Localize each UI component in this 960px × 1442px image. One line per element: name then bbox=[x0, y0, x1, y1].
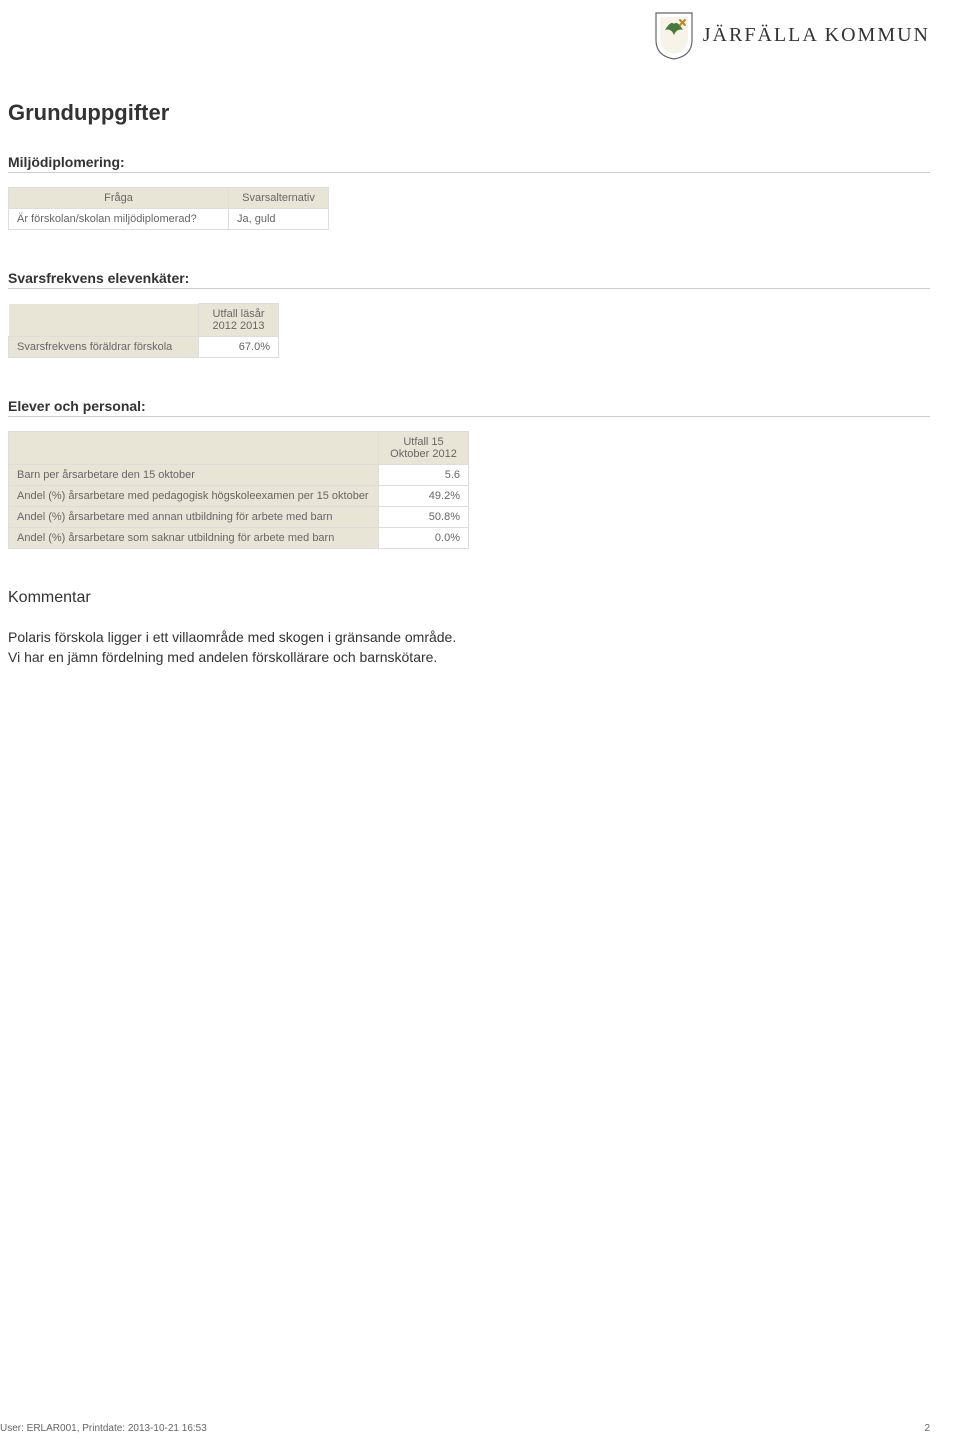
row-value: Ja, guld bbox=[229, 209, 329, 230]
row-label: Andel (%) årsarbetare som saknar utbildn… bbox=[9, 528, 379, 549]
row-label: Andel (%) årsarbetare med annan utbildni… bbox=[9, 507, 379, 528]
table-row: Andel (%) årsarbetare som saknar utbildn… bbox=[9, 528, 469, 549]
kommentar-line: Polaris förskola ligger i ett villaområd… bbox=[8, 629, 456, 645]
table-miljodiplomering: Fråga Svarsalternativ Är förskolan/skola… bbox=[8, 187, 329, 230]
row-label: Svarsfrekvens föräldrar förskola bbox=[9, 337, 199, 358]
blank-header bbox=[9, 304, 199, 337]
kommentar-line: Vi har en jämn fördelning med andelen fö… bbox=[8, 649, 437, 665]
section-elever-personal: Elever och personal: Utfall 15 Oktober 2… bbox=[8, 398, 930, 549]
kommentar-heading: Kommentar bbox=[8, 589, 930, 607]
row-value: 50.8% bbox=[379, 507, 469, 528]
blank-header bbox=[9, 432, 379, 465]
section-heading: Miljödiplomering: bbox=[8, 154, 930, 173]
page-footer: User: ERLAR001, Printdate: 2013-10-21 16… bbox=[0, 1423, 930, 1434]
row-value: 67.0% bbox=[199, 337, 279, 358]
section-heading: Elever och personal: bbox=[8, 398, 930, 417]
col-header: Utfall läsår 2012 2013 bbox=[199, 304, 279, 337]
col-header: Utfall 15 Oktober 2012 bbox=[379, 432, 469, 465]
table-row: Andel (%) årsarbetare med pedagogisk hög… bbox=[9, 486, 469, 507]
kommentar-body: Polaris förskola ligger i ett villaområd… bbox=[8, 627, 930, 668]
row-label: Andel (%) årsarbetare med pedagogisk hög… bbox=[9, 486, 379, 507]
table-row: Andel (%) årsarbetare med annan utbildni… bbox=[9, 507, 469, 528]
brand-text: JÄRFÄLLA KOMMUN bbox=[703, 24, 930, 47]
section-heading: Svarsfrekvens elevenkäter: bbox=[8, 270, 930, 289]
row-value: 5.6 bbox=[379, 465, 469, 486]
table-svarsfrekvens: Utfall läsår 2012 2013 Svarsfrekvens för… bbox=[8, 303, 279, 358]
table-row: Svarsfrekvens föräldrar förskola 67.0% bbox=[9, 337, 279, 358]
footer-right: 2 bbox=[924, 1423, 930, 1434]
row-value: 0.0% bbox=[379, 528, 469, 549]
row-label: Barn per årsarbetare den 15 oktober bbox=[9, 465, 379, 486]
col-header: Svarsalternativ bbox=[229, 188, 329, 209]
kommentar-section: Kommentar Polaris förskola ligger i ett … bbox=[8, 589, 930, 668]
section-miljodiplomering: Miljödiplomering: Fråga Svarsalternativ … bbox=[8, 154, 930, 230]
table-elever-personal: Utfall 15 Oktober 2012 Barn per årsarbet… bbox=[8, 431, 469, 549]
table-row: Är förskolan/skolan miljödiplomerad? Ja,… bbox=[9, 209, 329, 230]
table-row: Barn per årsarbetare den 15 oktober 5.6 bbox=[9, 465, 469, 486]
col-header: Fråga bbox=[9, 188, 229, 209]
shield-icon bbox=[653, 10, 695, 60]
section-svarsfrekvens: Svarsfrekvens elevenkäter: Utfall läsår … bbox=[8, 270, 930, 358]
page-title: Grunduppgifter bbox=[8, 100, 930, 126]
footer-left: User: ERLAR001, Printdate: 2013-10-21 16… bbox=[0, 1423, 207, 1434]
row-value: 49.2% bbox=[379, 486, 469, 507]
brand-logo: JÄRFÄLLA KOMMUN bbox=[653, 10, 930, 60]
row-label: Är förskolan/skolan miljödiplomerad? bbox=[9, 209, 229, 230]
